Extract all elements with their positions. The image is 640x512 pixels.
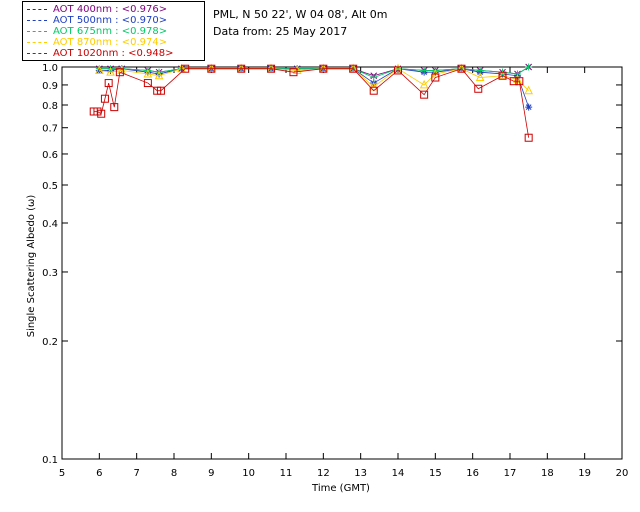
legend-item: AOT 400nm : <0.976> — [23, 4, 204, 15]
y-axis-label: Single Scattering Albedo (ω) — [26, 195, 37, 338]
date-info: Data from: 25 May 2017 — [213, 25, 348, 38]
data-point — [370, 74, 378, 82]
x-tick-label: 8 — [171, 468, 177, 479]
legend: AOT 400nm : <0.976> AOT 500nm : <0.970> … — [22, 1, 205, 61]
data-point — [431, 68, 440, 78]
data-point — [95, 65, 104, 74]
y-tick-label: 0.8 — [42, 101, 58, 112]
data-point — [97, 109, 106, 118]
x-axis-label: Time (GMT) — [311, 483, 370, 494]
data-point — [289, 68, 298, 77]
x-tick-label: 14 — [392, 468, 405, 479]
y-tick-label: 0.7 — [42, 124, 58, 135]
x-tick-label: 9 — [208, 468, 214, 479]
series-line — [93, 68, 530, 138]
data-point — [524, 133, 533, 142]
legend-swatch — [27, 53, 47, 54]
y-tick-label: 0.4 — [42, 219, 58, 230]
data-point — [156, 86, 165, 95]
x-tick-label: 18 — [541, 468, 554, 479]
x-tick-label: 10 — [242, 468, 255, 479]
x-tick-label: 7 — [133, 468, 139, 479]
y-tick-label: 0.5 — [42, 181, 58, 192]
y-tick-label: 0.6 — [42, 150, 58, 161]
data-point — [100, 94, 109, 103]
x-tick-label: 16 — [466, 468, 479, 479]
data-point — [525, 103, 533, 111]
data-point — [319, 64, 328, 73]
data-point — [431, 73, 440, 82]
legend-item: AOT 675nm : <0.978> — [23, 26, 204, 37]
data-point — [420, 90, 429, 99]
data-point — [349, 64, 358, 73]
data-point — [369, 81, 379, 91]
legend-item: AOT 870nm : <0.974> — [23, 37, 204, 48]
data-point — [110, 103, 119, 112]
x-tick-label: 12 — [317, 468, 330, 479]
data-point — [394, 66, 402, 75]
x-tick-label: 17 — [504, 468, 517, 479]
legend-swatch — [27, 20, 47, 21]
x-tick-label: 5 — [59, 468, 65, 479]
data-point — [181, 64, 190, 73]
x-tick-label: 6 — [96, 468, 102, 479]
legend-item: AOT 500nm : <0.970> — [23, 15, 204, 26]
data-point — [369, 86, 378, 95]
data-point — [143, 79, 152, 88]
legend-label: AOT 1020nm : <0.948> — [53, 48, 174, 59]
data-point — [115, 68, 124, 77]
data-point — [420, 66, 428, 74]
y-tick-label: 0.2 — [42, 337, 58, 348]
y-tick-label: 0.3 — [42, 268, 58, 279]
legend-label: AOT 500nm : <0.970> — [53, 15, 168, 26]
data-point — [419, 79, 429, 89]
data-point — [207, 64, 216, 73]
legend-item: AOT 1020nm : <0.948> — [23, 48, 204, 59]
plot-area — [61, 66, 623, 460]
data-point — [393, 63, 403, 73]
y-tick-label: 1.0 — [42, 63, 58, 74]
legend-label: AOT 675nm : <0.978> — [53, 26, 168, 37]
data-point — [498, 71, 507, 80]
data-point — [475, 72, 485, 82]
x-tick-label: 15 — [429, 468, 442, 479]
x-tick-label: 20 — [616, 468, 629, 479]
data-point — [457, 64, 466, 73]
y-tick-label: 0.9 — [42, 81, 58, 92]
site-info: PML, N 50 22', W 04 08', Alt 0m — [213, 8, 388, 21]
data-point — [104, 79, 113, 88]
data-point — [237, 64, 246, 73]
data-point — [267, 64, 276, 73]
legend-swatch — [27, 42, 47, 43]
legend-label: AOT 400nm : <0.976> — [53, 4, 168, 15]
x-tick-label: 13 — [354, 468, 367, 479]
data-point — [143, 68, 153, 78]
data-point — [474, 84, 483, 93]
x-tick-label: 11 — [280, 468, 293, 479]
legend-swatch — [27, 9, 47, 10]
data-point — [524, 85, 533, 95]
y-tick-label: 0.1 — [42, 455, 58, 466]
x-tick-label: 19 — [578, 468, 591, 479]
data-point — [154, 70, 164, 80]
data-point — [106, 67, 115, 76]
legend-label: AOT 870nm : <0.974> — [53, 37, 168, 48]
data-point — [509, 77, 518, 86]
data-point — [525, 63, 533, 71]
data-point — [515, 77, 524, 86]
legend-swatch — [27, 31, 47, 32]
